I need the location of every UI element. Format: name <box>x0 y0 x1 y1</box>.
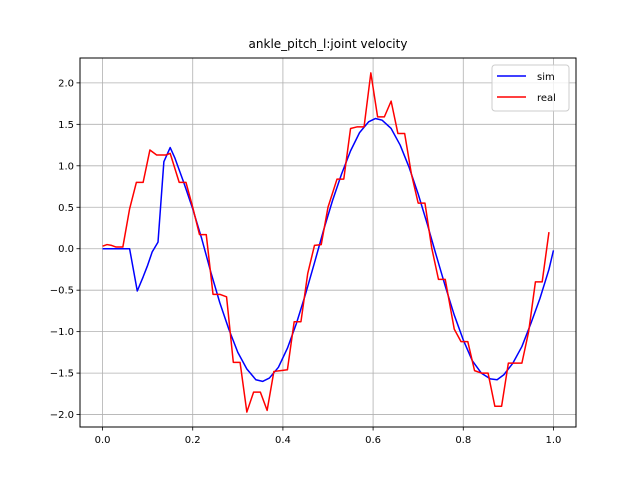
legend-box <box>491 64 570 112</box>
x-tick-label: 0.6 <box>365 435 381 446</box>
legend: sim real <box>491 64 570 112</box>
legend-sim-label: sim <box>537 72 555 83</box>
x-tick-label: 0.2 <box>185 435 201 446</box>
y-tick-label: 0.5 <box>58 203 74 214</box>
series-lines <box>102 72 555 413</box>
chart-title: ankle_pitch_l:joint velocity <box>249 37 408 51</box>
series-sim-line <box>102 117 555 383</box>
y-tick-label: −1.0 <box>50 327 74 338</box>
legend-real-label: real <box>537 93 556 104</box>
series-real-line <box>102 72 550 413</box>
x-tick-label: 1.0 <box>546 435 562 446</box>
x-tick-label: 0.8 <box>455 435 471 446</box>
x-tick-label: 0.4 <box>275 435 291 446</box>
y-tick-label: 0.0 <box>58 244 74 255</box>
axes: 0.0 0.2 0.4 0.6 0.8 1.0 2.0 1.5 1.0 0.5 0.0 −0.5 −1.… <box>50 78 562 446</box>
y-tick-label: −0.5 <box>50 286 74 297</box>
y-tick-label: −2.0 <box>50 410 74 421</box>
y-tick-label: 2.0 <box>58 78 74 89</box>
y-tick-label: 1.0 <box>58 161 74 172</box>
y-tick-label: 1.5 <box>58 120 74 131</box>
plot-frame <box>79 57 577 428</box>
x-tick-label: 0.0 <box>95 435 111 446</box>
y-tick-label: −1.5 <box>50 369 74 380</box>
